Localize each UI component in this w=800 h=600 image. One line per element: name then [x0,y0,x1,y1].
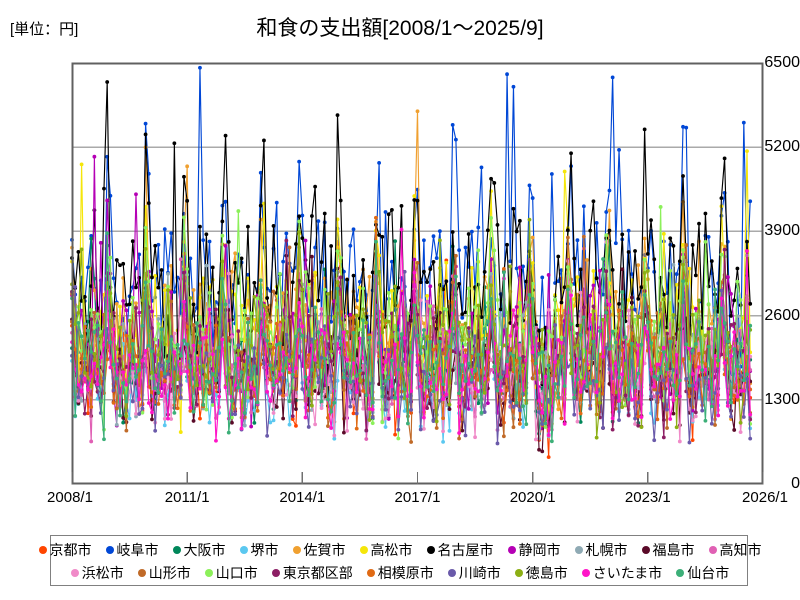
x-tick-label: 2026/1 [742,489,788,506]
legend-marker-icon [204,569,213,577]
legend-label: 岐阜市 [116,542,159,558]
legend-item-大阪市[interactable]: 大阪市 [172,542,226,558]
legend-marker-icon [676,569,685,577]
legend-marker-icon [507,546,516,554]
legend-label: 福島市 [652,542,695,558]
legend-marker-icon [366,569,375,577]
legend-marker-icon [426,546,435,554]
legend-marker-icon [574,546,583,554]
legend-label: 札幌市 [585,542,628,558]
legend-item-山口市[interactable]: 山口市 [204,565,258,581]
legend-item-山形市[interactable]: 山形市 [137,565,191,581]
legend-item-浜松市[interactable]: 浜松市 [70,565,124,581]
legend-label: 山口市 [215,565,258,581]
x-tick-label: 2023/1 [624,489,671,506]
x-tick-label: 2011/1 [164,489,210,506]
legend-marker-icon [38,546,47,554]
legend-marker-icon [514,569,523,577]
legend-item-静岡市[interactable]: 静岡市 [507,542,561,558]
legend-label: 京都市 [49,542,92,558]
y-tick-label: 5200 [764,138,800,156]
legend-marker-icon [447,569,456,577]
y-tick-label: 3900 [764,222,800,240]
legend-item-徳島市[interactable]: 徳島市 [514,565,568,581]
legend-label: 山形市 [148,565,191,581]
legend-marker-icon [172,546,181,554]
legend-label: 堺市 [250,542,279,558]
legend-item-川崎市[interactable]: 川崎市 [447,565,501,581]
legend-item-東京都区部[interactable]: 東京都区部 [271,565,353,581]
legend-marker-icon [581,569,590,577]
legend-marker-icon [359,546,368,554]
legend-item-さいたま市[interactable]: さいたま市 [581,565,663,581]
legend-item-堺市[interactable]: 堺市 [239,542,279,558]
legend-item-仙台市[interactable]: 仙台市 [676,566,729,580]
legend-label: 佐賀市 [303,542,346,558]
legend-label: 徳島市 [525,565,568,581]
legend-label: 名古屋市 [437,542,494,558]
legend-label: 東京都区部 [282,565,353,581]
legend-marker-icon [70,569,79,577]
legend-label: 高松市 [370,542,413,558]
legend-marker-icon [137,569,146,577]
legend: 京都市 岐阜市 大阪市 堺市 佐賀市 高松市 名古屋市 静岡市 札幌市 福島市 高知市浜松市 山形市 山… [38,535,762,586]
legend-item-京都市[interactable]: 京都市 [38,542,92,558]
legend-item-佐賀市[interactable]: 佐賀市 [292,542,346,558]
legend-label: 川崎市 [458,565,501,581]
y-tick-label: 2600 [764,306,800,324]
legend-marker-icon [271,569,280,577]
chart-svg [70,62,764,485]
legend-item-札幌市[interactable]: 札幌市 [574,542,628,558]
legend-label: 高知市 [719,542,762,558]
plot-area: 0 1300 2600 3900 5200 6500 2008/1 2011/1 2014/1… [47,54,800,506]
chart-title: 和食の支出額[2008/1～2025/9] [256,17,544,40]
y-tick-label: 0 [791,475,800,492]
legend-label: 静岡市 [518,542,561,558]
legend-label: 大阪市 [183,542,226,558]
legend-marker-icon [105,546,114,554]
legend-label: 仙台市 [687,565,730,581]
y-tick-label: 6500 [764,54,800,71]
y-tick-label: 1300 [764,390,800,408]
legend-marker-icon [292,546,301,554]
legend-label: 相模原市 [377,565,434,581]
x-tick-label: 2008/1 [47,489,93,506]
legend-label: さいたま市 [592,565,663,581]
unit-label: [単位：円] [10,21,79,38]
legend-marker-icon [708,546,717,554]
legend-item-福島市[interactable]: 福島市 [641,542,695,558]
legend-label: 浜松市 [81,565,124,581]
x-tick-label: 2017/1 [394,489,441,506]
legend-row: 浜松市 山形市 山口市 東京都区部 相模原市 川崎市 徳島市 さいたま市 仙台市 [51,562,749,584]
legend-item-名古屋市[interactable]: 名古屋市 [426,542,494,558]
legend-item-相模原市[interactable]: 相模原市 [366,565,434,581]
legend-row: 京都市 岐阜市 大阪市 堺市 佐賀市 高松市 名古屋市 静岡市 札幌市 福島市 高知市 [38,539,762,561]
legend-item-高松市[interactable]: 高松市 [359,542,413,558]
legend-item-高知市[interactable]: 高知市 [708,542,762,558]
legend-item-岐阜市[interactable]: 岐阜市 [105,542,159,558]
legend-marker-icon [641,546,650,554]
legend-marker-icon [239,546,248,554]
x-tick-label: 2020/1 [509,489,556,506]
x-tick-label: 2014/1 [279,489,326,506]
